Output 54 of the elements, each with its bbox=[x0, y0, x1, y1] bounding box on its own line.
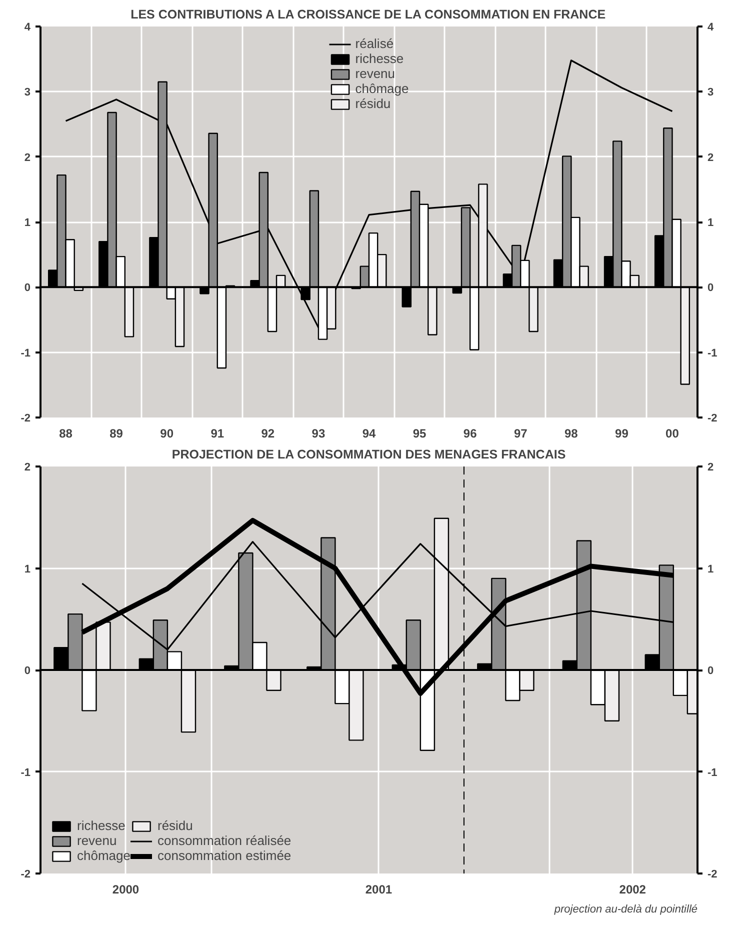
x-tick-label: 93 bbox=[312, 426, 326, 440]
x-tick-label: 2001 bbox=[365, 882, 392, 896]
y2-tick-label: 0 bbox=[708, 282, 714, 294]
x-tick-label: 96 bbox=[463, 426, 478, 440]
y-tick-label: 2 bbox=[24, 462, 31, 474]
x-tick-label: 98 bbox=[564, 426, 578, 440]
legend-label: résidu bbox=[355, 96, 391, 111]
legend-label: réalisé bbox=[355, 36, 394, 51]
legend-label: revenu bbox=[355, 66, 396, 81]
x-tick-label: 90 bbox=[160, 426, 174, 440]
y-tick-label: -1 bbox=[20, 347, 30, 360]
legend-label: richesse bbox=[355, 51, 404, 66]
x-tick-label: 95 bbox=[412, 426, 427, 440]
x-tick-label: 89 bbox=[110, 426, 124, 440]
y-tick-label: 0 bbox=[24, 282, 31, 294]
y2-tick-label: -1 bbox=[708, 347, 718, 360]
y-tick-label: 3 bbox=[24, 86, 31, 99]
y2-tick-label: -2 bbox=[708, 412, 718, 424]
y2-tick-label: 4 bbox=[708, 22, 714, 34]
x-tick-label: 94 bbox=[362, 426, 376, 440]
x-tick-label: 92 bbox=[261, 426, 275, 440]
y-tick-label: 1 bbox=[24, 563, 31, 576]
legend-label: revenu bbox=[77, 833, 117, 848]
legend-label: consommation réalisée bbox=[157, 833, 292, 848]
y2-tick-label: -1 bbox=[708, 766, 718, 779]
y-tick-label: 0 bbox=[24, 665, 31, 677]
y2-tick-label: 0 bbox=[708, 665, 714, 677]
y2-tick-label: 2 bbox=[708, 152, 714, 164]
legend-label: résidu bbox=[157, 818, 193, 833]
x-tick-label: 88 bbox=[59, 426, 73, 440]
legend-label: chômage bbox=[77, 848, 130, 863]
chart-title: LES CONTRIBUTIONS A LA CROISSANCE DE LA CONSOMMATION EN FRANCE bbox=[130, 8, 606, 22]
legend-label: chômage bbox=[355, 81, 409, 96]
legend-label: richesse bbox=[77, 818, 126, 833]
legend-label: consommation estimée bbox=[157, 848, 292, 863]
x-tick-label: 91 bbox=[210, 426, 224, 440]
x-tick-label: 2000 bbox=[112, 882, 140, 896]
y-tick-label: 4 bbox=[24, 22, 32, 34]
y-tick-label: -1 bbox=[20, 766, 30, 779]
x-tick-label: 97 bbox=[514, 426, 528, 440]
y-tick-label: 2 bbox=[24, 152, 31, 164]
chart-title: PROJECTION DE LA CONSOMMATION DES MENAGES FRANCAIS bbox=[172, 448, 566, 462]
y-tick-label: -2 bbox=[20, 412, 30, 424]
x-tick-label: 00 bbox=[666, 426, 680, 440]
y2-tick-label: 1 bbox=[708, 217, 714, 229]
y-tick-label: 1 bbox=[24, 217, 31, 229]
x-tick-label: 2002 bbox=[619, 882, 646, 896]
y2-tick-label: 1 bbox=[708, 563, 714, 576]
y2-tick-label: 2 bbox=[708, 462, 714, 474]
y-tick-label: -2 bbox=[20, 868, 30, 880]
text: projection au-delà du pointillé bbox=[553, 904, 698, 916]
y2-tick-label: -2 bbox=[708, 868, 718, 880]
x-tick-label: 99 bbox=[615, 426, 629, 440]
y2-tick-label: 3 bbox=[708, 86, 714, 99]
